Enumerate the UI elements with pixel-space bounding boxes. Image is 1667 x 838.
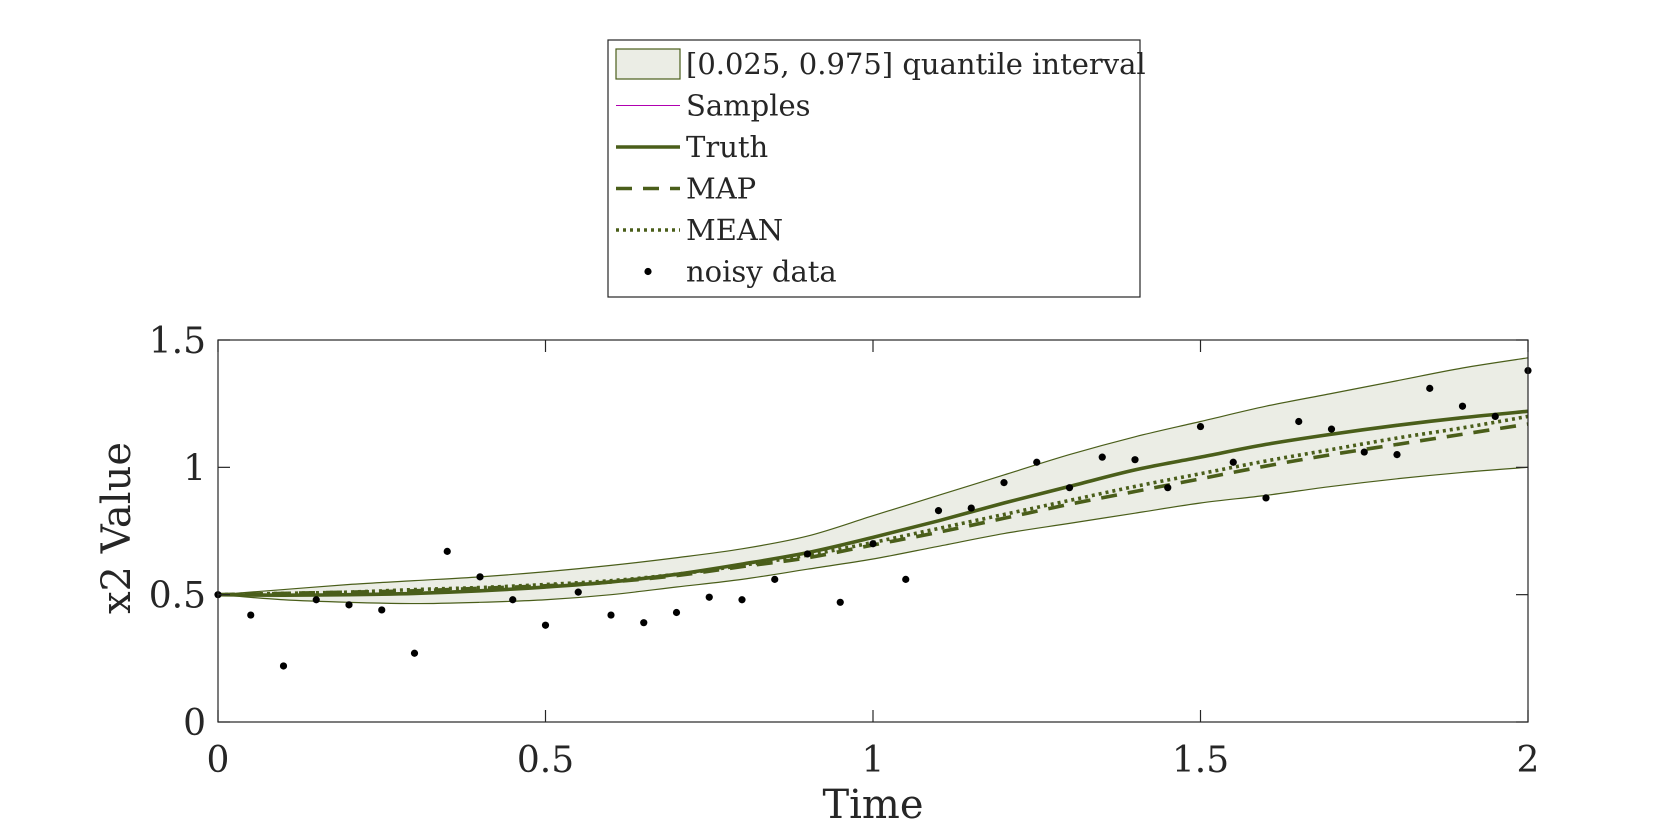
data-point	[1065, 484, 1074, 492]
legend-label: MEAN	[686, 213, 783, 247]
legend-box	[607, 39, 1141, 298]
data-point	[1491, 412, 1499, 420]
quantile-band-upper-edge	[218, 357, 1528, 596]
data-point	[1458, 402, 1467, 410]
data-point	[279, 662, 288, 670]
data-point	[967, 504, 975, 512]
x-axis-title: Time	[822, 782, 923, 828]
legend-label: Truth	[686, 130, 768, 164]
data-point	[1164, 484, 1172, 492]
data-point	[902, 575, 910, 583]
data-point	[1000, 479, 1008, 487]
quantile-band-fill	[218, 357, 1528, 604]
y-tick-label: 0	[183, 703, 206, 744]
legend-item: [0.025, 0.975] quantile interval	[615, 47, 1146, 81]
data-point	[345, 601, 353, 609]
data-point	[410, 649, 419, 657]
y-tick-label: 1.5	[149, 321, 206, 362]
data-point	[443, 547, 451, 555]
legend-label: Samples	[686, 89, 811, 123]
x-tick-label: 2	[1517, 740, 1540, 781]
legend-label: MAP	[686, 172, 756, 206]
data-point	[705, 593, 713, 601]
legend-item: MEAN	[616, 213, 783, 247]
data-point	[771, 575, 779, 583]
data-point	[1098, 453, 1106, 461]
x-tick-label: 0	[207, 740, 230, 781]
legend-item: Truth	[616, 130, 768, 164]
legend-item: MAP	[616, 172, 756, 206]
data-point	[1033, 458, 1041, 466]
data-point	[247, 611, 255, 619]
data-point	[640, 619, 648, 627]
data-point	[378, 606, 386, 614]
y-tick-label: 1	[183, 448, 206, 489]
x-tick-label: 1	[862, 740, 885, 781]
data-point	[803, 550, 812, 558]
data-point	[738, 596, 746, 604]
plot-series-group	[218, 357, 1528, 605]
data-point	[836, 598, 844, 606]
x-tick-label: 1.5	[1172, 740, 1229, 781]
data-point	[934, 507, 943, 515]
data-point	[869, 540, 877, 548]
plot-area	[214, 357, 1532, 670]
data-point	[574, 588, 582, 596]
data-point	[672, 608, 681, 617]
data-point	[1196, 422, 1205, 431]
x-tick-label: 0.5	[517, 740, 574, 781]
data-point	[1229, 458, 1237, 466]
data-point	[541, 621, 550, 629]
legend-swatch-point	[644, 267, 652, 276]
data-point	[1360, 448, 1368, 456]
data-point	[476, 573, 484, 581]
data-point	[1262, 494, 1270, 502]
legend-label: [0.025, 0.975] quantile interval	[686, 47, 1146, 81]
data-point	[1327, 425, 1336, 433]
legend-item: Samples	[616, 89, 811, 123]
series-line-truth	[218, 409, 1528, 597]
legend-item: noisy data	[644, 255, 837, 289]
data-point	[1131, 456, 1139, 464]
y-axis-title: x2 Value	[94, 442, 140, 614]
data-point	[1295, 417, 1303, 426]
quantile-band-lower-edge	[218, 466, 1528, 605]
y-tick-label: 0.5	[149, 576, 206, 617]
data-point	[1426, 384, 1434, 392]
data-point	[607, 611, 615, 619]
data-point	[312, 596, 320, 604]
legend: [0.025, 0.975] quantile interval Samples T…	[607, 39, 1146, 298]
data-point	[1393, 451, 1401, 459]
axes: 0 0.5 1 1.5 2 0 0.5 1 1.5	[149, 321, 1540, 781]
legend-label: noisy data	[686, 255, 837, 289]
legend-swatch-band	[615, 48, 681, 80]
data-point	[509, 596, 517, 604]
